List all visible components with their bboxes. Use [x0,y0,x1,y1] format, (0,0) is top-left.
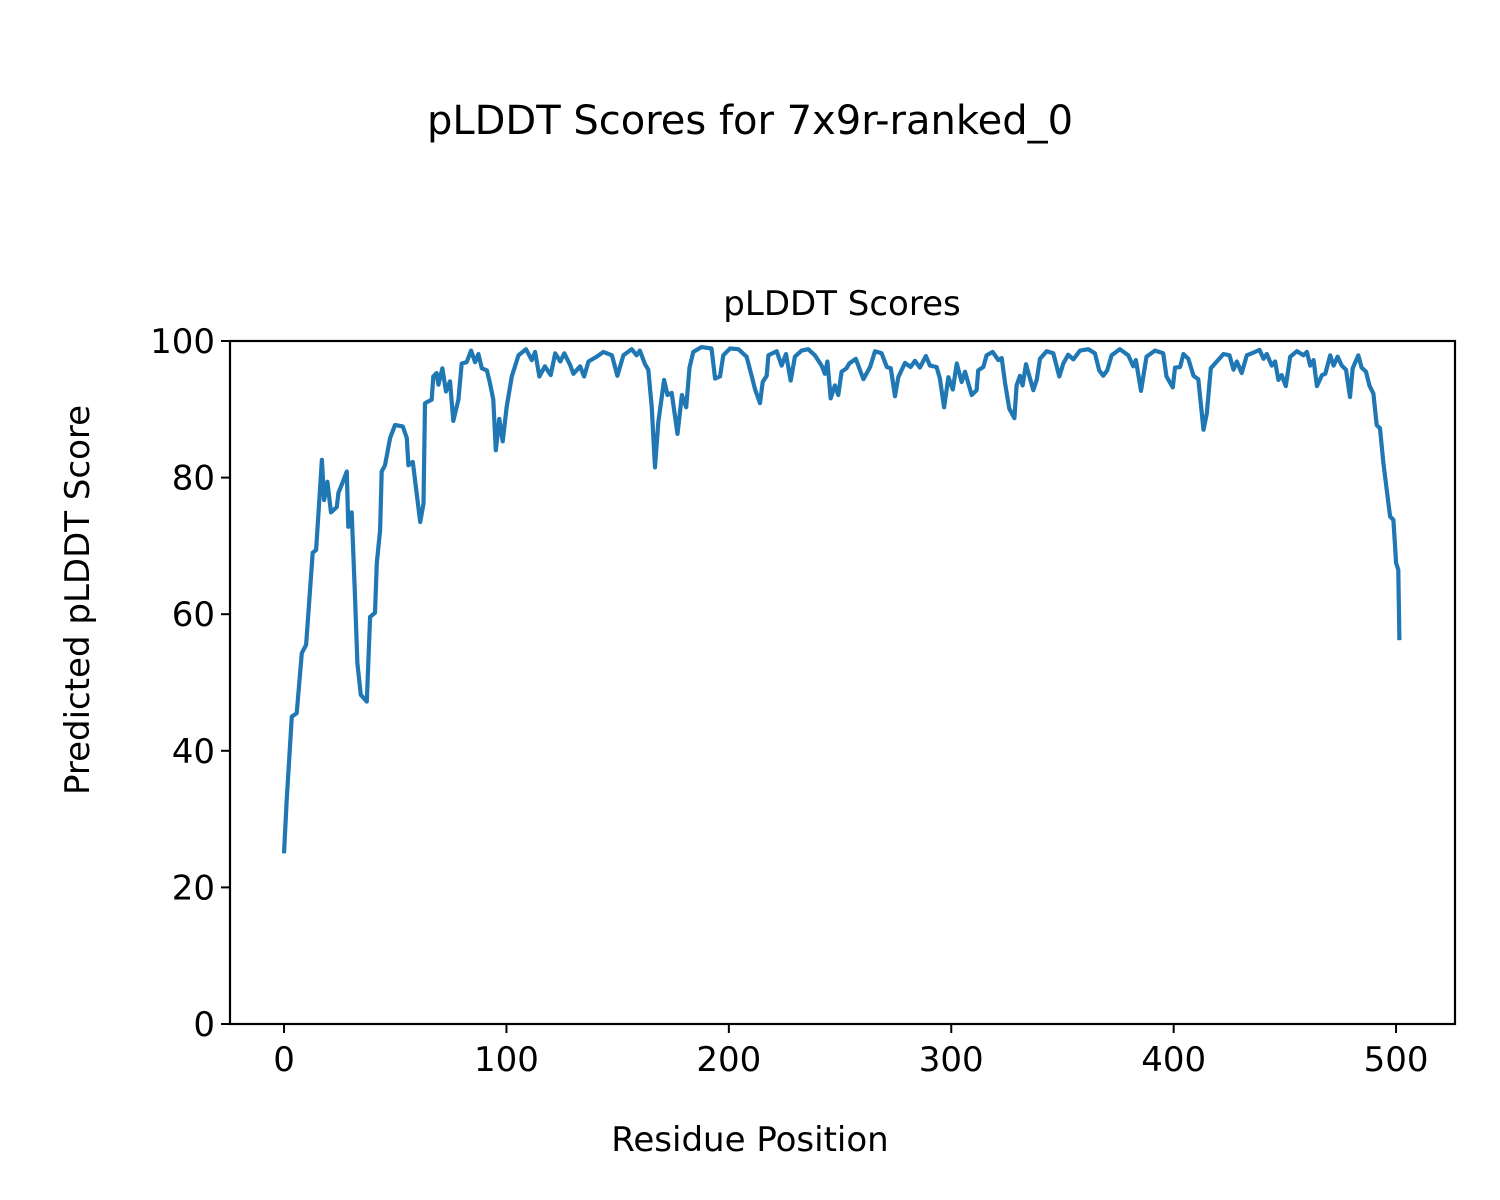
figure-suptitle: pLDDT Scores for 7x9r-ranked_0 [427,98,1073,144]
y-tick-label: 40 [172,732,215,772]
y-tick-label: 80 [172,459,215,499]
x-tick-label: 100 [474,1040,539,1080]
x-tick-label: 500 [1364,1040,1429,1080]
x-tick-label: 0 [273,1040,295,1080]
x-tick-label: 200 [696,1040,761,1080]
axes-frame [228,339,1457,1026]
x-axis: 0 100 200 300 400 500 [273,1024,1429,1080]
y-tick-label: 20 [172,868,215,908]
y-tick-label: 60 [172,595,215,635]
y-tick-label: 0 [193,1005,215,1045]
y-axis: 0 20 40 60 80 100 [150,322,230,1045]
y-axis-label: Predicted pLDDT Score [58,405,98,795]
x-tick-label: 400 [1141,1040,1206,1080]
x-axis-label: Residue Position [611,1120,888,1160]
y-tick-label: 100 [150,322,215,362]
axes-title: pLDDT Scores [723,284,960,324]
plot-area [228,339,1457,1026]
series-line [281,345,1402,854]
x-tick-label: 300 [919,1040,984,1080]
